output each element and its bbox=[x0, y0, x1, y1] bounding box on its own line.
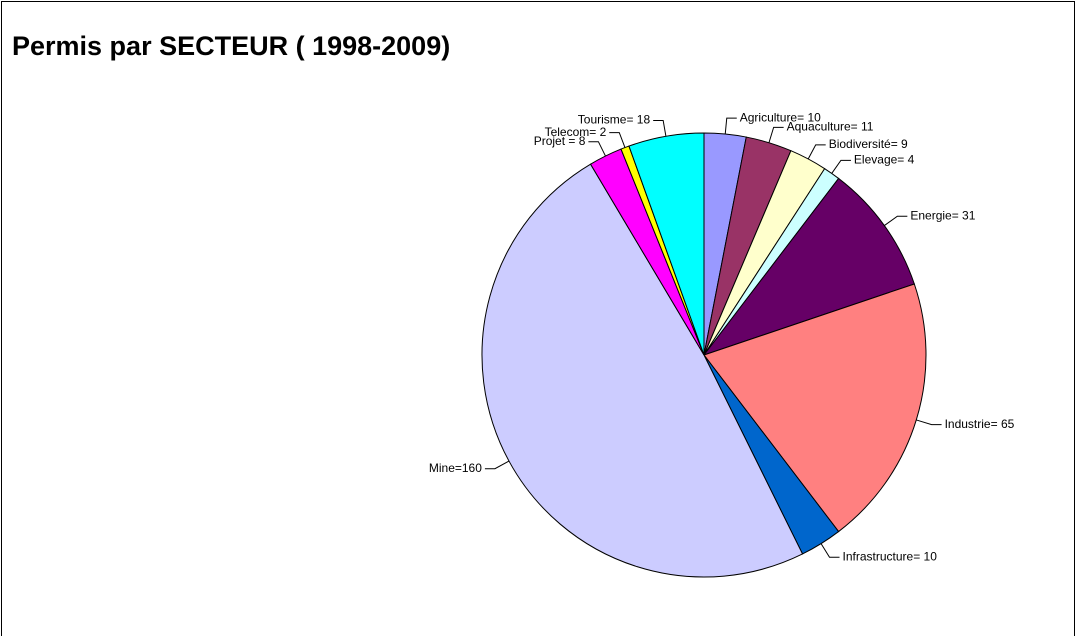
chart-title: Permis par SECTEUR ( 1998-2009) bbox=[12, 31, 450, 61]
leader-line bbox=[807, 144, 826, 160]
pie-slice bbox=[481, 163, 804, 578]
leader-line bbox=[884, 215, 908, 226]
data-label: Infrastructure= 10 bbox=[843, 549, 938, 563]
data-label: Projet = 8 bbox=[534, 134, 586, 148]
data-label: Energie= 31 bbox=[910, 208, 975, 222]
leader-line bbox=[653, 120, 667, 137]
leader-line bbox=[820, 543, 840, 558]
leader-line bbox=[588, 141, 606, 157]
pie-slice bbox=[702, 177, 915, 356]
pie-slice bbox=[703, 283, 927, 533]
data-label: Telecom= 2 bbox=[545, 125, 607, 139]
data-label: Mine=160 bbox=[429, 461, 482, 475]
leader-line bbox=[916, 419, 942, 426]
data-label: Elevage= 4 bbox=[854, 153, 915, 167]
data-label: Tourisme= 18 bbox=[578, 113, 651, 127]
leader-line bbox=[724, 117, 737, 135]
leader-line bbox=[484, 460, 510, 470]
leader-line bbox=[768, 126, 784, 143]
data-label: Aquaculture= 11 bbox=[787, 120, 874, 134]
leader-line bbox=[609, 132, 626, 148]
data-label: Biodiversité= 9 bbox=[829, 137, 908, 151]
pie-slice bbox=[628, 132, 705, 356]
leader-line bbox=[831, 159, 851, 174]
data-label: Agriculture= 10 bbox=[740, 110, 821, 124]
data-label: Industrie= 65 bbox=[945, 417, 1015, 431]
